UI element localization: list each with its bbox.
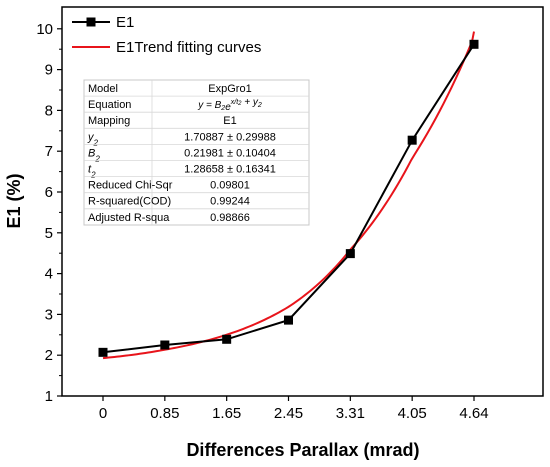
fit-statistics-table: Model ExpGro1 Equation y = B2ex/t2 + y2 Mapp… (83, 79, 310, 226)
y-tick-label: 7 (45, 143, 53, 160)
e1-data-point (284, 315, 293, 325)
y-tick-label: 2 (45, 347, 53, 364)
y-tick-label: 3 (45, 306, 53, 323)
e1-data-point (222, 334, 232, 344)
x-tick-label: 2.45 (274, 405, 303, 422)
x-tick-label: 3.31 (336, 405, 365, 422)
e1-data-point (469, 39, 479, 49)
x-tick-label: 1.65 (212, 405, 241, 422)
fit-table-border (83, 79, 310, 226)
legend-label-fit: E1Trend fitting curves (116, 39, 261, 56)
legend: E1 E1Trend fitting curves (72, 14, 261, 56)
y-tick-label: 8 (45, 102, 53, 119)
fit-table-label: Adjusted R-squa (88, 212, 170, 224)
y-tick-label: 4 (45, 266, 53, 283)
fit-table-value: 0.99244 (210, 196, 250, 208)
x-tick-label: 0.85 (150, 405, 179, 422)
y-axis: 1 2 3 4 5 6 7 8 9 10 (36, 21, 62, 405)
fit-table-value: ExpGro1 (208, 83, 251, 95)
fit-curve-line (102, 31, 475, 360)
fit-table-label: R-squared(COD) (88, 196, 171, 208)
fit-table-label: y2 (87, 131, 99, 147)
fit-table-label: Mapping (88, 115, 130, 127)
x-axis: 0 0.85 1.65 2.45 3.31 4.05 4.64 (99, 396, 489, 422)
e1-data-point (160, 340, 170, 350)
legend-marker-e1 (86, 17, 96, 27)
fit-table-label: Model (88, 83, 118, 95)
e1-data-point (98, 347, 108, 357)
fit-table-value: y = B2ex/t2 + y2 (197, 97, 262, 113)
legend-label-e1: E1 (116, 14, 134, 31)
y-tick-label: 6 (45, 184, 53, 201)
fit-table-value: E1 (223, 115, 236, 127)
x-tick-label: 4.05 (398, 405, 427, 422)
fit-table-label: t2 (88, 164, 96, 180)
e1-data-point (407, 135, 417, 145)
fit-table-value: 0.09801 (210, 180, 250, 192)
fit-curve-series (102, 31, 475, 360)
y-tick-label: 10 (36, 21, 53, 38)
data-series (98, 39, 479, 357)
fit-table-label: Reduced Chi-Sqr (88, 180, 173, 192)
fit-table-value: 0.98866 (210, 212, 250, 224)
fit-table-label: Equation (88, 99, 131, 111)
x-axis-title: Differences Parallax (mrad) (186, 440, 419, 460)
fit-table-value: 1.28658 ± 0.16341 (184, 164, 276, 176)
y-tick-label: 9 (45, 62, 53, 79)
y-tick-label: 1 (45, 388, 53, 405)
fit-table-value: 0.21981 ± 0.10404 (184, 147, 276, 159)
e1-data-point (345, 249, 355, 259)
fit-table-label: B2 (88, 147, 100, 163)
fit-table-value: 1.70887 ± 0.29988 (184, 131, 276, 143)
y-tick-label: 5 (45, 225, 53, 242)
plot-frame (61, 6, 544, 397)
y-axis-title: E1 (%) (4, 173, 24, 228)
x-tick-label: 4.64 (459, 405, 488, 422)
x-tick-label: 0 (99, 405, 107, 422)
